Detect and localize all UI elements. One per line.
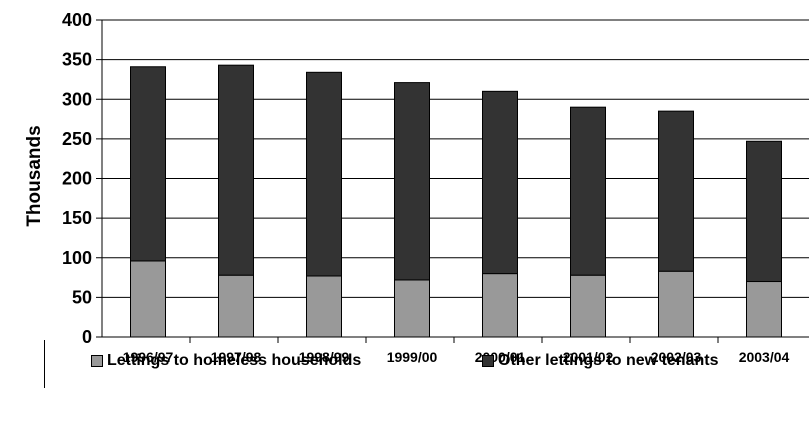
y-axis-label: Thousands bbox=[24, 125, 45, 226]
bar-other bbox=[130, 66, 166, 262]
x-tick-label: 1996/97 bbox=[123, 349, 174, 365]
legend: Lettings to homeless households Other le… bbox=[44, 340, 809, 388]
bar-homeless bbox=[570, 274, 606, 338]
x-tick-label: 1999/00 bbox=[387, 349, 438, 365]
legend-swatch-homeless bbox=[91, 355, 103, 367]
bar-other bbox=[482, 90, 518, 275]
bar-other bbox=[658, 110, 694, 272]
y-tick-label: 150 bbox=[62, 208, 92, 228]
legend-item-other: Other lettings to new tenants bbox=[482, 352, 718, 370]
bar-other bbox=[746, 140, 782, 283]
bar-homeless bbox=[394, 279, 430, 338]
y-tick-label: 100 bbox=[62, 248, 92, 268]
bar-other bbox=[394, 82, 430, 281]
legend-label-other: Other lettings to new tenants bbox=[498, 352, 719, 369]
y-tick-label: 250 bbox=[62, 129, 92, 149]
bar-other bbox=[570, 106, 606, 276]
x-tick-label: 2002/03 bbox=[651, 349, 702, 365]
axes bbox=[96, 19, 809, 343]
legend-item-homeless: Lettings to homeless households bbox=[91, 352, 361, 370]
bar-homeless bbox=[218, 274, 254, 338]
legend-label-homeless: Lettings to homeless households bbox=[107, 352, 362, 369]
gridlines bbox=[102, 19, 809, 298]
bar-other bbox=[306, 71, 342, 277]
x-tick-label: 1997/98 bbox=[211, 349, 262, 365]
bar-other bbox=[218, 64, 254, 276]
y-tick-labels: 0 50 100 150 200 250 300 350 400 bbox=[62, 10, 92, 347]
x-tick-labels: 1996/97 1997/98 1998/99 1999/00 2000/01 2001/… bbox=[123, 349, 790, 365]
bar-homeless bbox=[482, 273, 518, 338]
bar-homeless bbox=[658, 270, 694, 338]
y-tick-label: 0 bbox=[82, 327, 92, 347]
x-tick-label: 2001/02 bbox=[563, 349, 614, 365]
bar-homeless bbox=[306, 275, 342, 338]
bar-homeless bbox=[130, 260, 166, 338]
y-tick-label: 50 bbox=[72, 287, 92, 307]
y-tick-label: 200 bbox=[62, 169, 92, 189]
y-tick-label: 350 bbox=[62, 50, 92, 70]
bar-homeless bbox=[746, 281, 782, 338]
legend-swatch-other bbox=[482, 355, 494, 367]
x-tick-label: 1998/99 bbox=[299, 349, 350, 365]
x-tick-label: 2003/04 bbox=[739, 349, 790, 365]
y-tick-label: 300 bbox=[62, 89, 92, 109]
bars bbox=[130, 64, 782, 338]
y-tick-label: 400 bbox=[62, 10, 92, 30]
